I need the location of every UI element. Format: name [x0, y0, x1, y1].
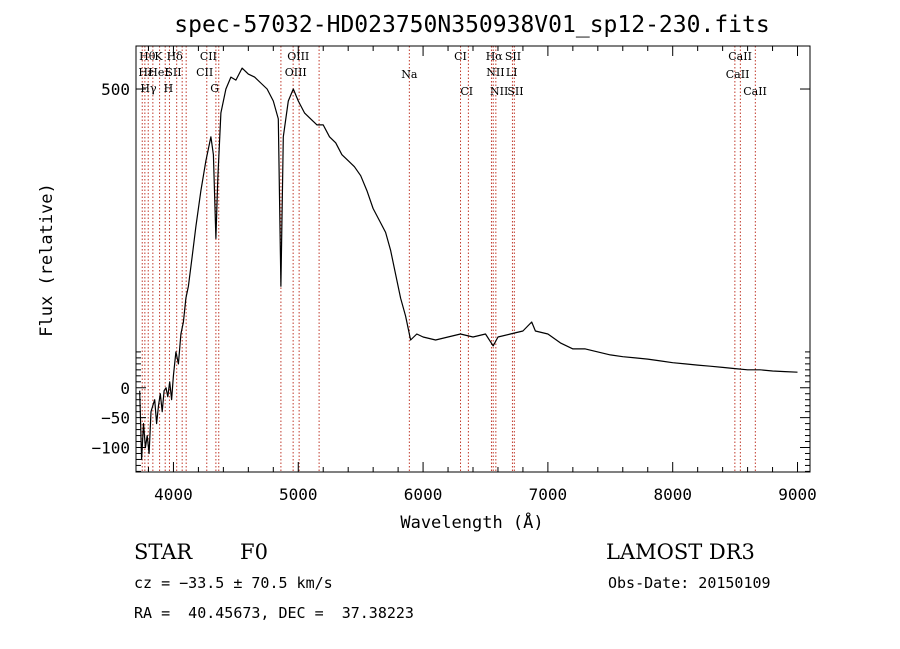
- object-class: STAR: [134, 540, 193, 564]
- x-axis-ticks: 4000 5000 6000 7000 8000 9000: [147, 46, 817, 504]
- line-label: CI: [460, 85, 473, 98]
- x-tick-label: 9000: [778, 485, 817, 504]
- line-label: SII: [165, 66, 181, 79]
- spectrum-line: [139, 67, 798, 461]
- line-label: SII: [507, 85, 523, 98]
- line-label: NII: [490, 85, 508, 98]
- line-label: SII: [505, 50, 521, 63]
- x-axis-label: Wavelength (Å): [400, 511, 543, 533]
- line-label: CaII: [743, 85, 767, 98]
- line-label: CaII: [728, 50, 752, 63]
- coordinates-readout: RA = 40.45673, DEC = 37.38223: [134, 604, 414, 622]
- y-tick-label: 500: [101, 80, 130, 99]
- x-tick-label: 6000: [404, 485, 443, 504]
- chart-title: spec-57032-HD023750N350938V01_sp12-230.f…: [174, 12, 769, 38]
- y-tick-label: −50: [101, 409, 130, 428]
- line-label: G: [210, 82, 219, 95]
- plot-frame: [135, 45, 811, 473]
- y-tick-label: 0: [120, 379, 130, 398]
- line-label: H: [164, 82, 174, 95]
- x-tick-label: 7000: [529, 485, 568, 504]
- redshift-readout: cz = −33.5 ± 70.5 km/s: [134, 574, 333, 592]
- survey-name: LAMOST DR3: [606, 540, 755, 564]
- object-subclass: F0: [240, 540, 268, 564]
- line-label: LI: [506, 66, 518, 79]
- line-label: Hδ: [167, 50, 184, 63]
- observation-date: Obs-Date: 20150109: [608, 574, 771, 592]
- line-label: HeI: [148, 66, 168, 79]
- line-label: CaII: [726, 68, 750, 81]
- y-axis-label: Flux (relative): [37, 183, 57, 337]
- line-label: K: [154, 50, 163, 63]
- x-tick-label: 8000: [653, 485, 692, 504]
- line-label: CII: [196, 66, 213, 79]
- spectral-lines-layer: [141, 46, 756, 472]
- line-label: CII: [200, 50, 217, 63]
- line-label: Hγ: [140, 82, 157, 95]
- y-axis-ticks: −100 −50 0 500: [91, 80, 810, 472]
- y-tick-label: −100: [91, 439, 130, 458]
- line-label: OIII: [287, 50, 309, 63]
- line-label: Hθ: [139, 50, 156, 63]
- x-tick-label: 4000: [154, 485, 193, 504]
- line-label: OIII: [285, 66, 307, 79]
- line-label: Hα: [486, 50, 504, 63]
- line-label: Na: [401, 68, 418, 81]
- line-label: Hε: [138, 66, 154, 79]
- x-tick-label: 5000: [279, 485, 318, 504]
- line-label: CI: [454, 50, 467, 63]
- spectrum-series: [139, 67, 798, 461]
- line-label: NII: [486, 66, 504, 79]
